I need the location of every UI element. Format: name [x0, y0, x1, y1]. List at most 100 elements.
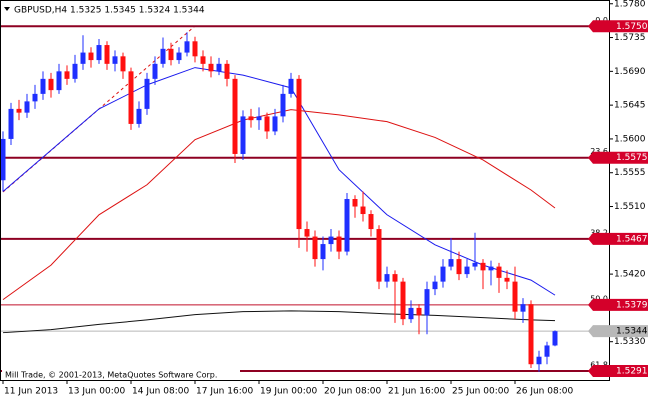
candle-body — [8, 108, 14, 139]
candle-body — [144, 78, 150, 109]
x-tick-label: 26 Jun 08:00 — [516, 387, 573, 397]
candle-body — [440, 266, 446, 282]
plot-frame — [0, 0, 610, 381]
candle-body — [312, 236, 318, 260]
candle-body — [104, 45, 110, 64]
x-tick-label: 20 Jun 08:00 — [324, 387, 381, 397]
candle-body — [288, 78, 294, 94]
candle-body — [256, 116, 262, 121]
candle-body — [344, 199, 350, 252]
price-label-box — [588, 325, 648, 338]
price-label-box — [588, 364, 648, 377]
price-label-box — [588, 20, 648, 33]
candle-body — [408, 307, 414, 320]
candle-body — [424, 289, 430, 316]
candle-body — [232, 78, 238, 154]
candle-body — [40, 78, 46, 94]
candle-body — [200, 56, 206, 64]
y-tick-label: 1.5690 — [614, 67, 646, 77]
candle-body — [488, 266, 494, 271]
y-tick-label: 1.5330 — [614, 337, 646, 347]
candle-body — [216, 63, 222, 72]
candle-body — [512, 281, 518, 312]
price-label-text: 1.5467 — [616, 234, 648, 244]
price-label-text: 1.5575 — [616, 153, 648, 163]
moving-average — [2, 310, 556, 334]
x-tick-label: 14 Jun 08:00 — [132, 387, 189, 397]
y-tick-label: 1.5420 — [614, 270, 646, 280]
x-tick-label: 13 Jun 00:00 — [68, 387, 125, 397]
candle-body — [472, 262, 478, 267]
candle-body — [520, 304, 526, 312]
candle-body — [480, 262, 486, 271]
candle-body — [192, 41, 198, 57]
candle-body — [536, 356, 542, 365]
candle-body — [112, 56, 118, 64]
candle-body — [464, 266, 470, 275]
candle-body — [136, 108, 142, 124]
y-tick-label: 1.5600 — [614, 134, 646, 144]
price-label: 1.5467 — [588, 232, 648, 245]
copyright: Mill Trade, © 2001-2013, MetaQuotes Soft… — [5, 371, 217, 380]
menu-triangle — [4, 7, 10, 11]
price-label: 1.5750 — [588, 20, 648, 33]
candle-body — [48, 78, 54, 91]
candle-body — [456, 259, 462, 275]
candle-body — [88, 52, 94, 61]
candle-body — [240, 116, 246, 154]
candle-body — [528, 304, 534, 365]
candle-body — [32, 93, 38, 102]
moving-average — [2, 109, 556, 301]
y-tick-label: 1.5735 — [614, 33, 646, 43]
candle-body — [392, 274, 398, 282]
price-label: 1.5379 — [588, 298, 648, 311]
candle-body — [176, 52, 182, 61]
price-label-text: 1.5344 — [616, 327, 648, 337]
candle-body — [80, 52, 86, 64]
price-label-box — [588, 232, 648, 245]
candle-body — [448, 259, 454, 267]
price-label-box — [588, 151, 648, 164]
price-label-text: 1.5750 — [616, 22, 648, 32]
price-label-text: 1.5379 — [616, 300, 648, 310]
candle-body — [64, 71, 70, 79]
candle-body — [224, 63, 230, 79]
candle-body — [248, 116, 254, 121]
candle-body — [416, 307, 422, 316]
price-label: 1.5344 — [588, 325, 648, 338]
x-tick-label: 11 Jun 2013 — [4, 387, 58, 397]
candle-body — [128, 71, 134, 124]
candle-body — [168, 48, 174, 61]
candle-body — [384, 274, 390, 282]
y-tick-label: 1.5555 — [614, 168, 646, 178]
x-tick-label: 21 Jun 16:00 — [388, 387, 445, 397]
candle-body — [304, 229, 310, 237]
candle-body — [152, 63, 158, 79]
candle-body — [360, 206, 366, 215]
y-tick-label: 1.5645 — [614, 101, 646, 111]
candle-body — [320, 244, 326, 260]
candle-body — [296, 78, 302, 230]
candle-body — [400, 281, 406, 320]
candle-body — [504, 277, 510, 282]
candle-body — [280, 93, 286, 117]
candle-body — [496, 266, 502, 278]
annotation-bg — [2, 370, 240, 380]
price-label: 1.5575 — [588, 151, 648, 164]
candle-body — [208, 63, 214, 72]
plot-area — [0, 25, 610, 372]
candle-body — [16, 108, 22, 113]
x-tick-label: 25 Jun 00:00 — [452, 387, 509, 397]
candle-body — [352, 199, 358, 207]
candle-body — [72, 63, 78, 79]
candle-body — [336, 236, 342, 252]
candle-body — [120, 56, 126, 72]
candle-body — [368, 214, 374, 230]
candle-body — [184, 41, 190, 53]
x-tick-label: 19 Jun 00:00 — [260, 387, 317, 397]
candle-body — [0, 138, 6, 181]
candle-body — [376, 229, 382, 282]
candle-body — [272, 116, 278, 132]
